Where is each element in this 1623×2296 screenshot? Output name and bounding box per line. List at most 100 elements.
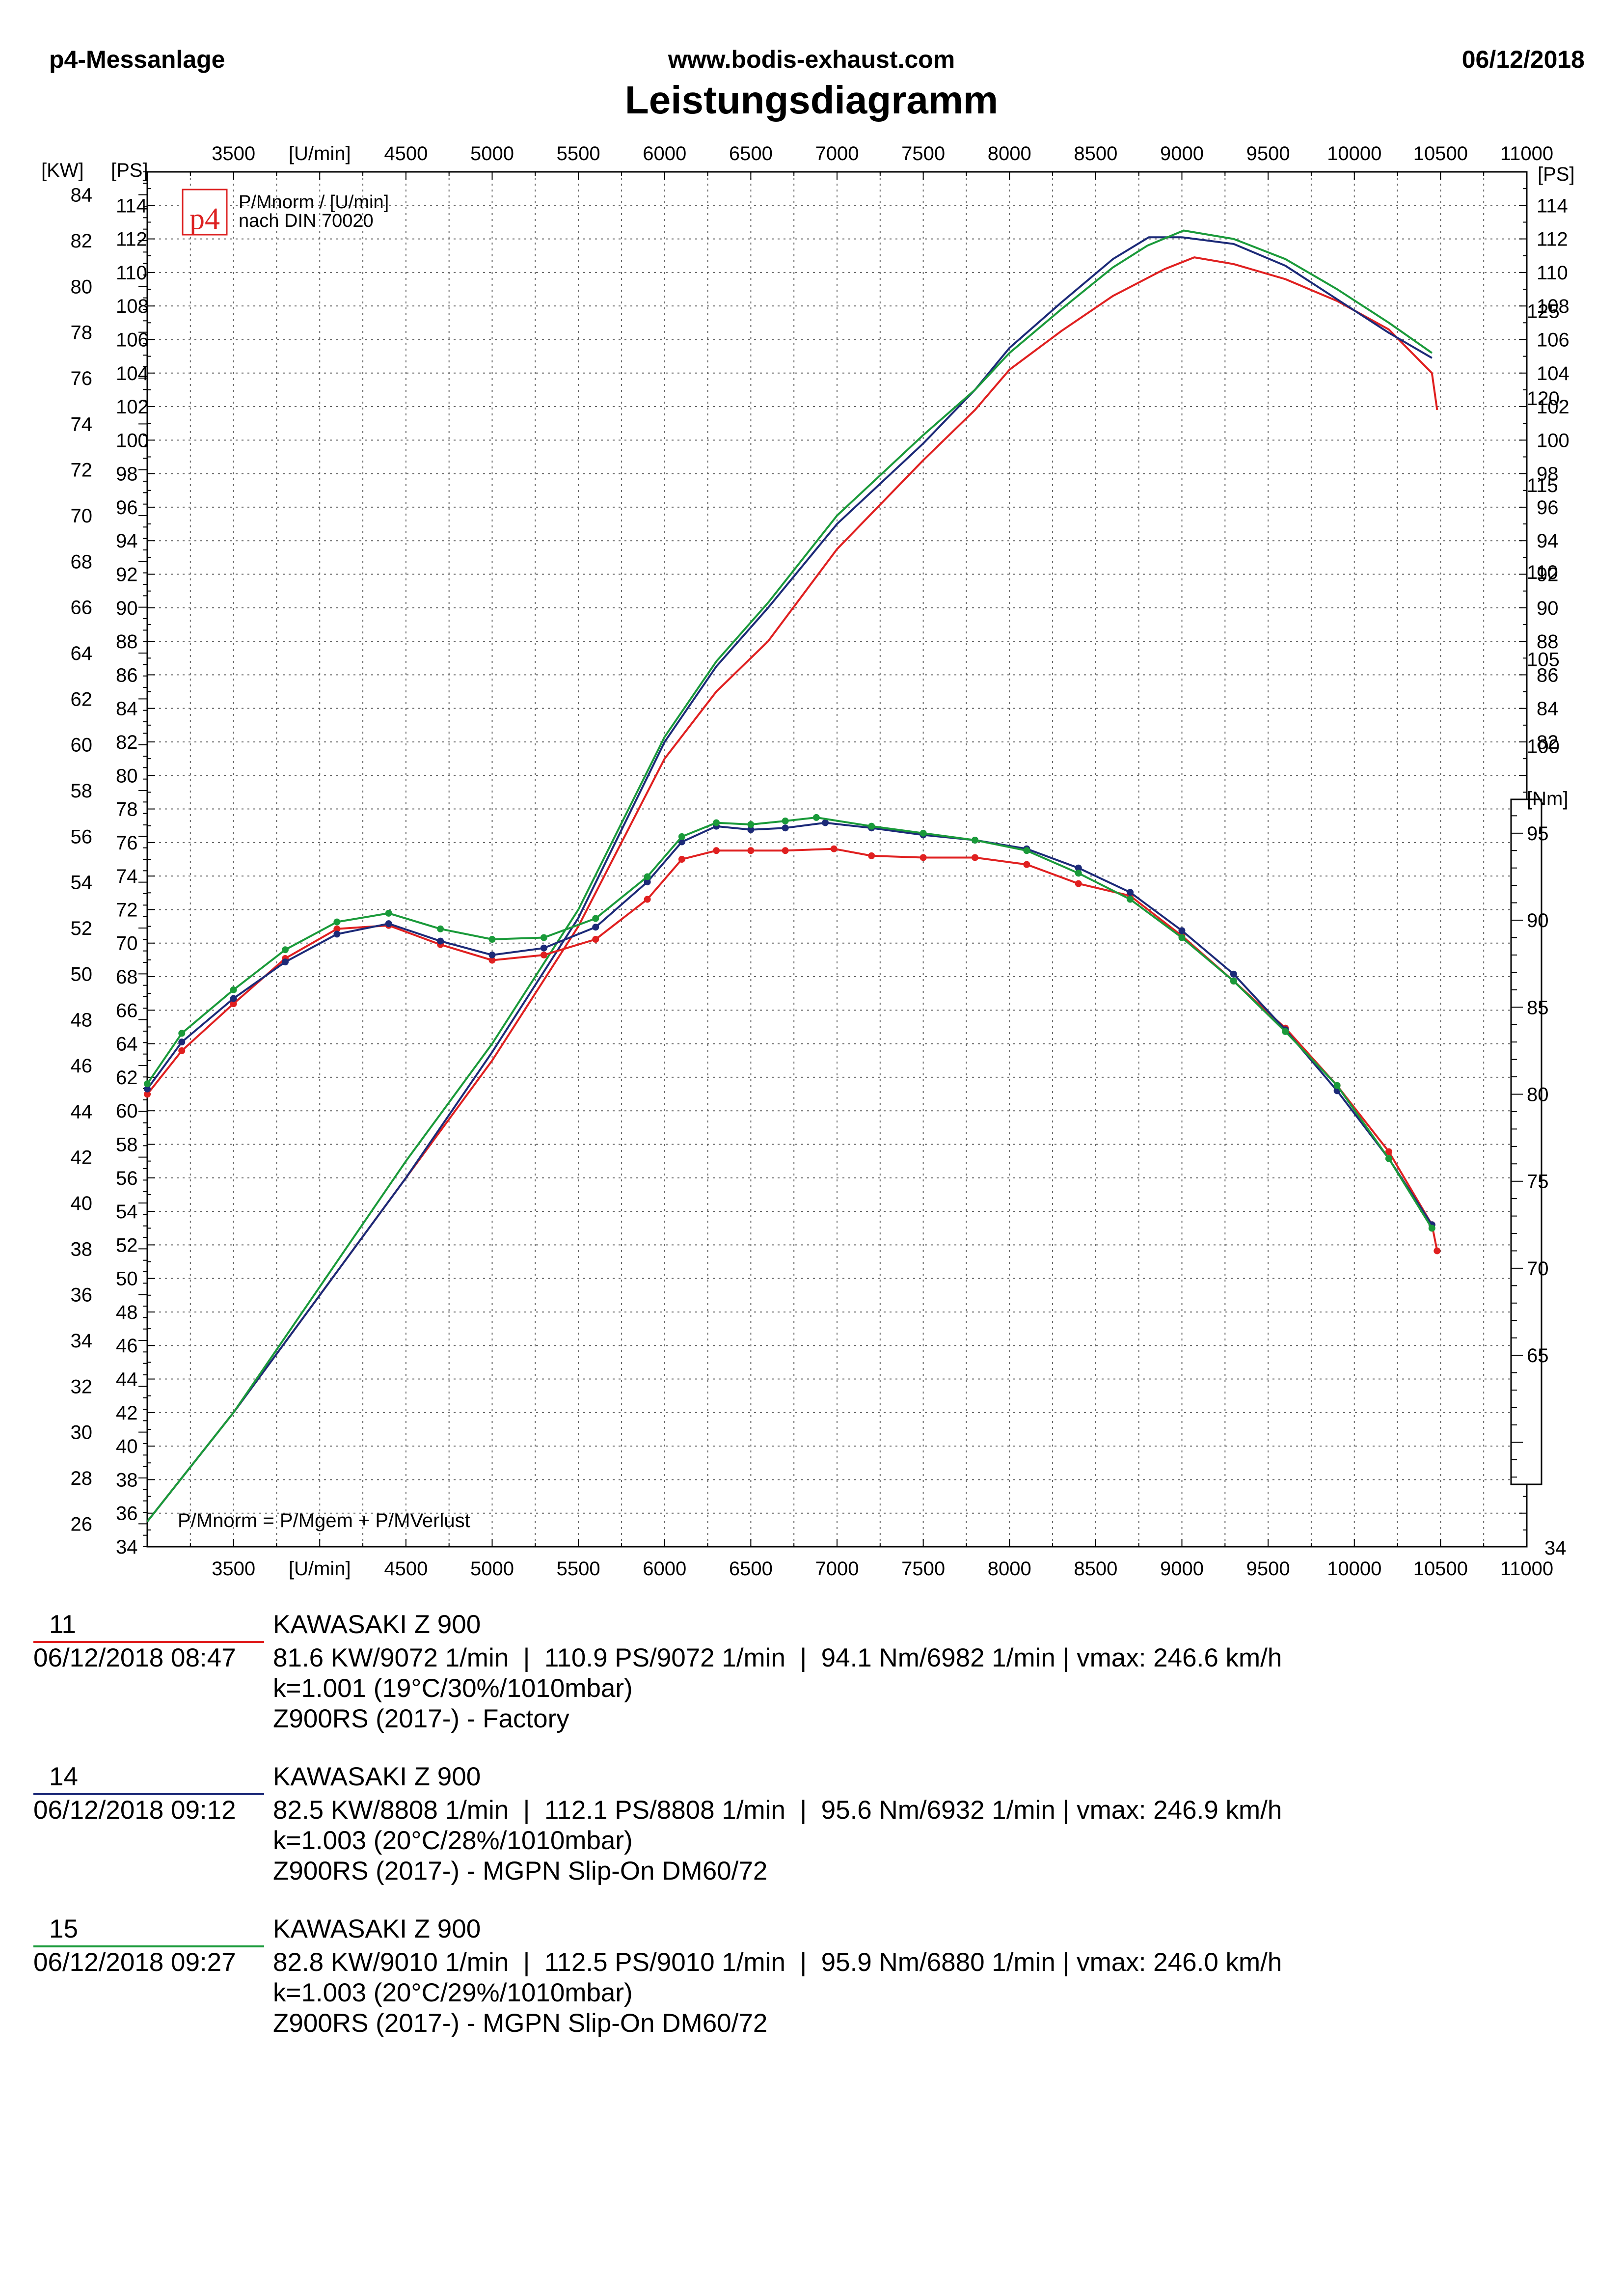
torque-point-run-14 — [282, 958, 289, 966]
torque-point-run-15 — [782, 818, 789, 825]
nm-tick-label: 95 — [1527, 823, 1549, 845]
kw-tick-label: 36 — [71, 1285, 93, 1306]
torque-point-run-14 — [333, 930, 341, 938]
torque-point-run-14 — [592, 924, 599, 931]
torque-point-run-11 — [178, 1047, 186, 1054]
rpm-tick-label-bottom: 10500 — [1413, 1558, 1468, 1580]
power-curve-run-11 — [146, 256, 1438, 1523]
ps-axis-label: [PS] — [111, 160, 148, 181]
nm-tick-label: 115 — [1527, 475, 1558, 496]
ps-right-tick-label: 104 — [1537, 363, 1569, 384]
rpm-tick-label-bottom: 4500 — [384, 1558, 428, 1580]
ps-tick-label: 106 — [116, 329, 149, 351]
run-performance: 82.8 KW/9010 1/min | 112.5 PS/9010 1/min… — [273, 1948, 1282, 1977]
torque-point-run-14 — [144, 1085, 151, 1093]
torque-curve-run-15 — [146, 816, 1433, 1229]
kw-tick-label: 62 — [71, 688, 93, 710]
torque-point-run-15 — [1230, 978, 1237, 985]
torque-point-run-15 — [1023, 847, 1030, 854]
p4-logo-frame — [182, 189, 228, 236]
run-configuration: Z900RS (2017-) - Factory — [273, 1704, 569, 1733]
ps-tick-label: 108 — [116, 296, 149, 317]
ps-right-tick-label: 94 — [1537, 530, 1559, 552]
rpm-tick-label-bottom: 9500 — [1246, 1558, 1290, 1580]
torque-point-run-11 — [678, 856, 685, 863]
ps-tick-label: 62 — [116, 1067, 138, 1089]
ps-tick-label: 96 — [116, 497, 138, 519]
kw-tick-label: 74 — [71, 413, 93, 435]
torque-point-run-15 — [230, 986, 237, 993]
rpm-tick-label-top: 7000 — [815, 143, 859, 164]
torque-point-run-15 — [1282, 1028, 1289, 1035]
torque-point-run-15 — [812, 814, 820, 821]
run-number: 14 — [49, 1762, 78, 1791]
kw-tick-label: 44 — [71, 1101, 93, 1122]
dyno-chart: 26 28 30 32 34 36 38 40 42 44 46 48 50 52 54 56 58 60 62 64… — [41, 143, 1575, 1580]
rpm-tick-label-bottom: 7000 — [815, 1558, 859, 1580]
ps-tick-label: 98 — [116, 464, 138, 485]
kw-tick-label: 32 — [71, 1376, 93, 1397]
ps-right-tick-label: 86 — [1537, 664, 1559, 686]
torque-point-run-11 — [488, 957, 496, 964]
ps-tick-label: 60 — [116, 1100, 138, 1122]
kw-tick-label: 60 — [71, 735, 93, 756]
nm-tick-label: 90 — [1527, 910, 1549, 931]
kw-tick-label: 50 — [71, 963, 93, 985]
ps-tick-label: 44 — [116, 1369, 138, 1391]
ps-right-tick-label: 96 — [1537, 497, 1559, 519]
page-title: Leistungsdiagramm — [624, 78, 999, 122]
torque-point-run-15 — [1075, 870, 1082, 877]
ps-right-tick-label: 108 — [1537, 296, 1569, 317]
website-url[interactable]: www.bodis-exhaust.com — [668, 46, 955, 73]
nm-tick-label: 65 — [1527, 1345, 1549, 1367]
run-color-line — [33, 1945, 264, 1947]
p4-logo-icon: p4 — [189, 202, 220, 236]
kw-axis-label: [KW] — [41, 160, 84, 181]
torque-point-run-11 — [540, 951, 547, 958]
kw-tick-label: 26 — [71, 1513, 93, 1535]
run-conditions: k=1.003 (20°C/29%/1010mbar) — [273, 1978, 633, 2007]
ps-tick-label: 80 — [116, 765, 138, 787]
ps-tick-label: 58 — [116, 1134, 138, 1155]
kw-tick-label: 30 — [71, 1422, 93, 1444]
rpm-tick-label-top: 7500 — [901, 143, 945, 164]
kw-tick-label: 66 — [71, 597, 93, 619]
nm-tick-label: 105 — [1527, 649, 1560, 670]
torque-point-run-15 — [178, 1030, 186, 1037]
lab-name: p4-Messanlage — [49, 46, 225, 73]
torque-point-run-14 — [178, 1039, 186, 1046]
ps-tick-label: 102 — [116, 396, 149, 418]
ps-tick-label: 82 — [116, 732, 138, 753]
torque-point-run-15 — [713, 819, 720, 826]
run-model: KAWASAKI Z 900 — [273, 1610, 481, 1639]
rpm-tick-label-top: 5000 — [470, 143, 514, 164]
torque-point-run-11 — [144, 1091, 151, 1098]
torque-point-run-11 — [1075, 880, 1082, 887]
torque-point-run-14 — [540, 944, 547, 952]
rpm-tick-label-bottom: 10000 — [1327, 1558, 1381, 1580]
torque-point-run-14 — [437, 937, 444, 945]
ps-right-tick-label: 114 — [1537, 195, 1568, 217]
run-datetime: 06/12/2018 08:47 — [33, 1643, 236, 1672]
rpm-tick-label-top: 11000 — [1500, 143, 1553, 164]
ps-tick-label: 52 — [116, 1234, 138, 1256]
ps-tick-label: 90 — [116, 598, 138, 619]
legend-line-2: nach DIN 70020 — [239, 211, 374, 231]
torque-point-run-14 — [644, 878, 651, 886]
torque-point-run-11 — [868, 852, 875, 859]
torque-point-run-11 — [1434, 1247, 1441, 1255]
ps-tick-label: 74 — [116, 866, 138, 887]
ps-tick-label: 110 — [116, 262, 147, 284]
ps-tick-label: 34 — [116, 1536, 138, 1558]
power-curve-run-15 — [146, 229, 1433, 1523]
torque-point-run-14 — [822, 819, 829, 826]
run-datetime: 06/12/2018 09:12 — [33, 1796, 236, 1825]
run-number: 11 — [49, 1610, 77, 1639]
ps-tick-label: 40 — [116, 1436, 138, 1457]
nm-tick-label: 70 — [1527, 1258, 1549, 1280]
ps-right-axis-label: [PS] — [1538, 164, 1575, 185]
run-color-line — [33, 1793, 264, 1795]
torque-point-run-15 — [540, 934, 547, 941]
kw-tick-label: 72 — [71, 460, 93, 481]
ps-right-tick-label: 112 — [1537, 229, 1568, 250]
